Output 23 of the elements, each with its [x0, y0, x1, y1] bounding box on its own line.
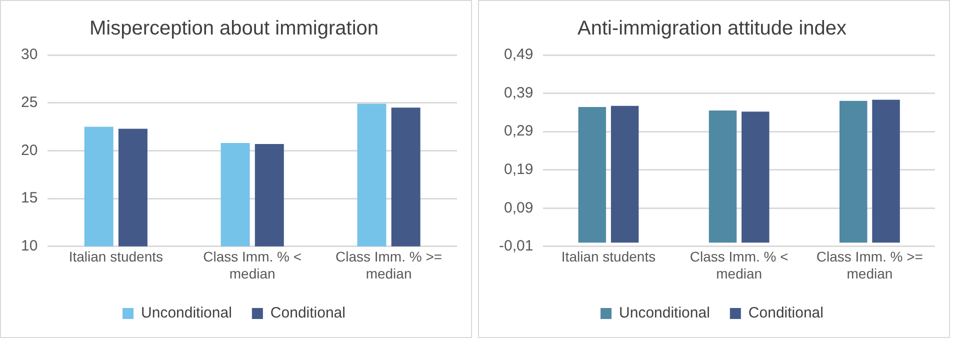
y-tick-label: 0,49 — [504, 46, 534, 64]
y-tick-label: 30 — [20, 46, 38, 64]
y-tick-label: 0,39 — [504, 84, 534, 102]
y-tick-label: 20 — [20, 142, 38, 159]
y-tick-label: 0,29 — [504, 122, 534, 140]
y-tick-label: 10 — [20, 238, 38, 255]
x-tick-label: Class Imm. % < median — [203, 248, 302, 282]
y-tick-label: 0,09 — [504, 199, 534, 216]
y-tick-label: 25 — [20, 94, 38, 111]
y-tick-label: 0,19 — [504, 160, 534, 178]
x-tick-label: Class Imm. % < median — [690, 248, 788, 282]
x-tick-label: Class Imm. % >= median — [816, 248, 923, 282]
legend-label: Conditional — [270, 304, 346, 322]
legend-label: Conditional — [748, 304, 824, 322]
x-tick-label: Italian students — [561, 248, 656, 265]
legend-label: Unconditional — [141, 304, 232, 322]
y-tick-label: -0,01 — [498, 238, 534, 255]
y-tick-label: 15 — [20, 190, 38, 207]
x-tick-label: Italian students — [68, 248, 163, 265]
chart-title: Misperception about immigration — [89, 18, 379, 40]
chart-title: Anti-immigration attitude index — [577, 18, 847, 40]
x-tick-label: Class Imm. % >= median — [335, 248, 442, 282]
legend-label: Unconditional — [619, 304, 710, 322]
